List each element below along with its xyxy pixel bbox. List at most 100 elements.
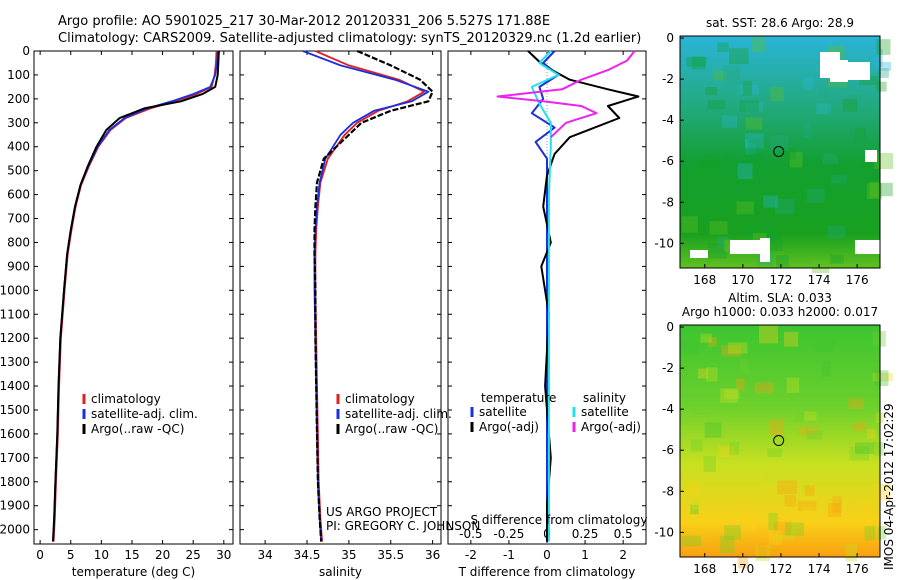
difference-series-2 bbox=[530, 50, 560, 542]
sst-field-patch bbox=[872, 49, 883, 67]
salinity-xlabel: salinity bbox=[319, 565, 362, 579]
sst-field-patch bbox=[789, 152, 803, 168]
sla-field-patch bbox=[785, 522, 804, 536]
salinity-xtick-label: 34 bbox=[257, 548, 272, 562]
sla-field-patch bbox=[758, 542, 767, 558]
sst-field-patch bbox=[876, 39, 891, 55]
credit-pi: PI: GREGORY C. JOHNSON bbox=[326, 519, 480, 533]
sst-field-patch bbox=[746, 227, 760, 237]
depth-ytick-label: 1300 bbox=[0, 355, 30, 369]
sla-field bbox=[680, 325, 880, 557]
sst-field-patch bbox=[830, 254, 844, 264]
sst-field-patch bbox=[802, 120, 812, 139]
temperature-axes-frame bbox=[33, 50, 234, 545]
sla-field-patch bbox=[854, 442, 874, 454]
sla-field-patch bbox=[718, 445, 735, 457]
sla-field-patch bbox=[740, 358, 749, 374]
sla-field-patch bbox=[806, 430, 823, 440]
sla-map-title-1: Altim. SLA: 0.033 bbox=[728, 291, 832, 305]
sla-ytick-label: -10 bbox=[654, 525, 674, 539]
sla-field-patch bbox=[724, 389, 740, 400]
temperature-xtick-label: 5 bbox=[67, 548, 75, 562]
sla-xtick-label: 176 bbox=[846, 562, 869, 576]
sla-field-patch bbox=[736, 378, 745, 391]
sla-field-patch bbox=[864, 526, 876, 541]
sst-ytick-label: -8 bbox=[662, 195, 674, 209]
sla-field-patch bbox=[760, 325, 778, 334]
sst-field-patch bbox=[744, 139, 762, 154]
tdiff-xtick-label: 1 bbox=[581, 548, 589, 562]
temperature-legend-label: climatology bbox=[91, 392, 161, 406]
sst-field-patch bbox=[724, 151, 736, 162]
depth-ytick-label: 2000 bbox=[0, 523, 30, 537]
sst-field-patch bbox=[869, 181, 880, 198]
sla-field-patch bbox=[739, 509, 751, 520]
sla-field-patch bbox=[797, 501, 817, 511]
sla-field-patch bbox=[769, 419, 784, 437]
sst-argo-location-marker bbox=[773, 146, 785, 158]
sla-field-patch bbox=[769, 530, 783, 545]
sst-cloud-gap bbox=[855, 240, 881, 254]
sst-xtick-label: 168 bbox=[693, 273, 716, 287]
sla-field-patch bbox=[700, 333, 712, 343]
sst-field-patch bbox=[822, 153, 839, 165]
sst-field-patch bbox=[743, 147, 764, 165]
sla-field-patch bbox=[765, 467, 777, 484]
sla-field-patch bbox=[698, 368, 708, 379]
sla-field-patch bbox=[873, 442, 884, 456]
diff-salinity-legend-label: Argo(-adj) bbox=[581, 420, 641, 434]
sla-ytick-label: -8 bbox=[662, 484, 674, 498]
salinity-series-satellite bbox=[302, 50, 430, 542]
sst-field-patch bbox=[713, 70, 727, 81]
sla-field-patch bbox=[777, 480, 797, 495]
sst-field-patch bbox=[763, 195, 779, 208]
sst-field-patch bbox=[828, 45, 845, 58]
sla-field-patch bbox=[691, 498, 701, 510]
credit-project: US ARGO PROJECT bbox=[326, 505, 438, 519]
sst-field-patch bbox=[842, 99, 858, 112]
tdiff-xtick-label: -2 bbox=[465, 548, 477, 562]
temperature-xtick-label: 0 bbox=[36, 548, 44, 562]
sla-field-patch bbox=[815, 341, 835, 352]
sdiff-xlabel: S difference from climatology bbox=[471, 513, 648, 527]
sst-field-patch bbox=[736, 201, 754, 215]
sla-field-patch bbox=[703, 456, 716, 472]
sst-field-patch bbox=[775, 198, 795, 215]
sla-field-patch bbox=[828, 503, 842, 517]
sst-field-patch bbox=[877, 182, 893, 197]
salinity-series-climatology bbox=[314, 50, 426, 542]
salinity-xtick-label: 35 bbox=[341, 548, 356, 562]
sla-field-patch bbox=[729, 442, 740, 455]
temperature-panel: 0 5 10 15 20 25 300100200300400500600700800900… bbox=[0, 44, 234, 579]
sst-field-patch bbox=[860, 161, 872, 171]
sla-ytick-label: -2 bbox=[662, 361, 674, 375]
tdiff-xtick-label: -1 bbox=[503, 548, 515, 562]
sst-field-patch bbox=[739, 85, 760, 95]
sla-field-patch bbox=[872, 331, 886, 347]
sla-field-patch bbox=[794, 410, 804, 422]
sst-xtick-label: 176 bbox=[846, 273, 869, 287]
sla-xtick-label: 170 bbox=[731, 562, 754, 576]
sdiff-xtick-label: 0.5 bbox=[614, 527, 633, 541]
temperature-xtick-label: 30 bbox=[216, 548, 231, 562]
depth-ytick-label: 1100 bbox=[0, 307, 30, 321]
sst-field-patch bbox=[745, 133, 764, 149]
sst-field-patch bbox=[770, 87, 784, 102]
sla-field-patch bbox=[852, 422, 866, 432]
depth-ytick-label: 1200 bbox=[0, 331, 30, 345]
sst-field-patch bbox=[780, 147, 796, 160]
sst-field-patch bbox=[721, 115, 738, 128]
depth-ytick-label: 800 bbox=[7, 235, 30, 249]
sst-field-patch bbox=[752, 232, 767, 245]
sst-field-patch bbox=[855, 127, 866, 142]
salinity-xtick-label: 35.5 bbox=[377, 548, 404, 562]
sla-field-patch bbox=[754, 382, 774, 394]
sst-field-patch bbox=[723, 65, 741, 83]
sst-cloud-gap bbox=[865, 150, 877, 162]
sst-field-patch bbox=[745, 117, 763, 130]
depth-ytick-label: 1700 bbox=[0, 451, 30, 465]
title-line-1: Argo profile: AO 5901025_217 30-Mar-2012… bbox=[58, 14, 550, 29]
sla-field-patch bbox=[798, 427, 818, 436]
temperature-xtick-label: 15 bbox=[124, 548, 139, 562]
sla-field-patch bbox=[719, 535, 735, 554]
